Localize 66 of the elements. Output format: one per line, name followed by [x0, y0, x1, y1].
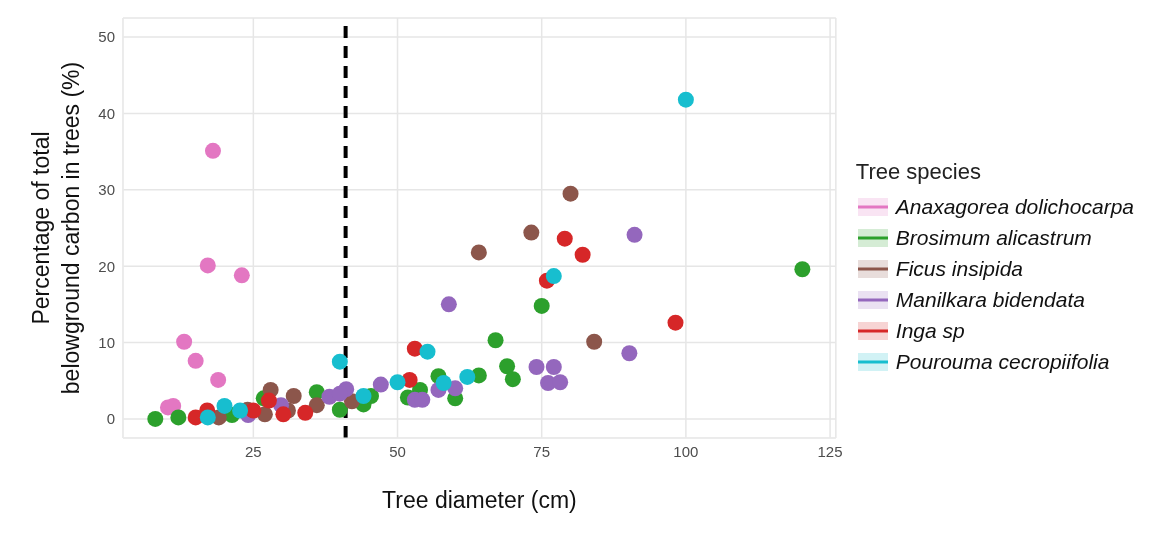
point — [406, 340, 423, 357]
x-tick-label: 75 — [533, 442, 551, 460]
point — [626, 226, 643, 243]
y-tick-label: 50 — [98, 28, 115, 46]
point — [233, 267, 250, 284]
point — [794, 261, 811, 278]
point — [199, 257, 216, 274]
point — [275, 406, 292, 423]
point — [210, 371, 227, 388]
point — [216, 397, 233, 414]
point — [470, 244, 487, 261]
legend-label: Inga sp — [895, 318, 965, 343]
point — [677, 91, 694, 108]
point — [504, 371, 521, 388]
x-axis-title: Tree diameter (cm) — [382, 487, 577, 513]
point — [331, 353, 348, 370]
point — [487, 332, 504, 349]
point — [355, 388, 372, 404]
point — [574, 246, 591, 263]
point — [621, 345, 638, 362]
legend-label: Manilkara bidendata — [895, 287, 1085, 312]
legend-label: Pourouma cecropiifolia — [895, 349, 1110, 374]
point — [440, 296, 457, 313]
legend-label: Ficus insipida — [895, 256, 1024, 281]
x-tick-label: 25 — [245, 442, 262, 460]
x-tick-label: 125 — [817, 442, 843, 460]
point — [533, 297, 550, 314]
point — [435, 375, 452, 392]
point — [523, 224, 540, 241]
point — [562, 185, 579, 202]
x-tick-label: 100 — [673, 442, 699, 460]
point — [147, 410, 164, 427]
point — [297, 404, 314, 421]
y-axis-title: Percentage of total belowground carbon in trees (%) — [28, 61, 84, 395]
point — [389, 374, 406, 391]
point — [176, 333, 193, 350]
y-tick-label: 0 — [106, 410, 115, 428]
y-tick-label: 20 — [98, 257, 115, 275]
point — [556, 230, 573, 247]
x-tick-label: 50 — [389, 442, 406, 460]
point — [545, 268, 562, 285]
legend-label: Brosimum alicastrum — [895, 225, 1092, 250]
y-tick-label: 10 — [98, 333, 115, 351]
point — [586, 333, 603, 350]
point — [170, 409, 187, 426]
point — [331, 385, 348, 402]
point — [331, 401, 348, 418]
point — [372, 376, 389, 393]
legend-label: Anaxagorea dolichocarpa — [895, 194, 1134, 219]
legend-title: Tree species — [855, 159, 982, 185]
point — [528, 358, 545, 375]
y-tick-label: 40 — [98, 104, 115, 122]
y-tick-label: 30 — [98, 181, 115, 199]
point — [499, 358, 516, 375]
point — [459, 368, 476, 385]
point — [260, 392, 277, 409]
point — [187, 352, 204, 369]
point — [204, 142, 221, 159]
point — [419, 343, 436, 360]
point — [285, 388, 302, 404]
point — [232, 402, 249, 419]
point — [545, 358, 562, 375]
point — [308, 397, 325, 414]
point — [199, 409, 216, 426]
point — [667, 314, 684, 331]
point — [552, 374, 569, 391]
